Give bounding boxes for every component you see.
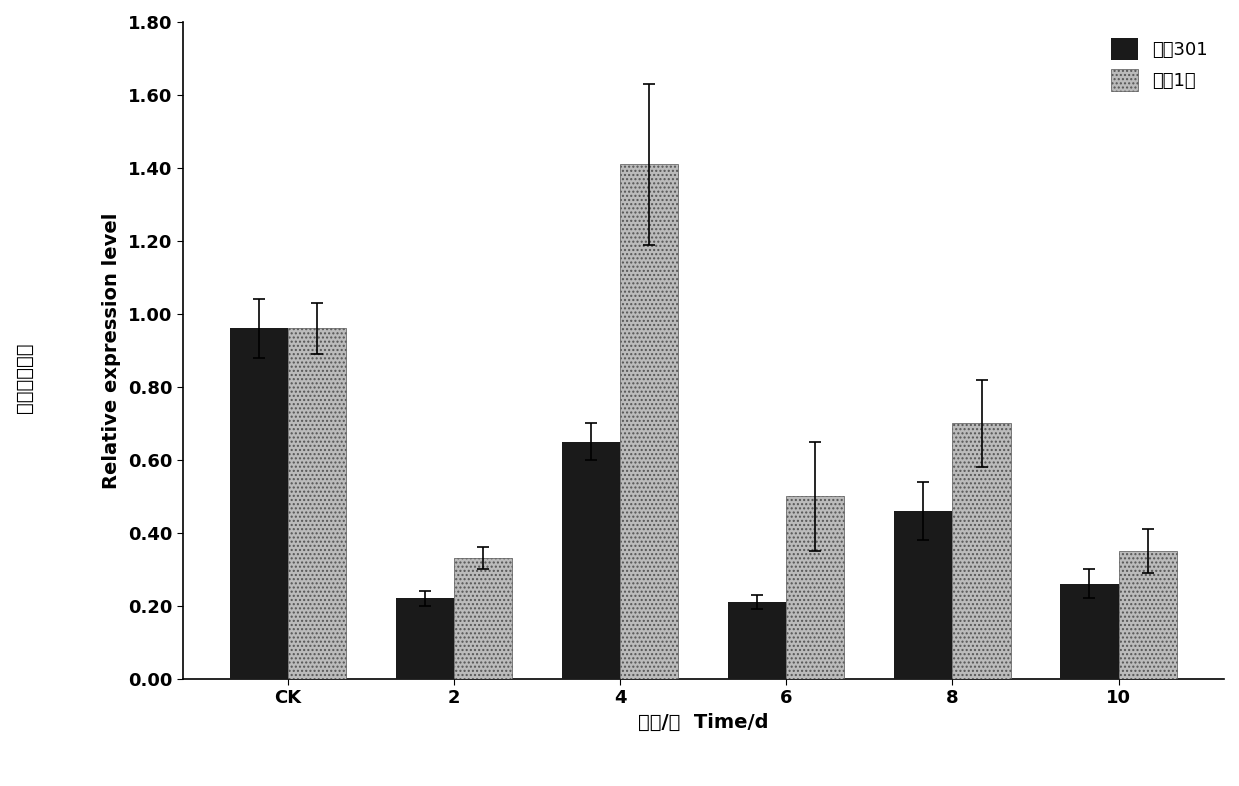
Bar (230, 329, 287, 679)
Bar (1119, 551, 1177, 679)
Bar (953, 424, 1011, 679)
Bar (895, 511, 953, 679)
X-axis label: 时间/天  Time/d: 时间/天 Time/d (638, 713, 768, 732)
Legend: 浙杂301, 金棚1号: 浙杂301, 金棚1号 (1104, 31, 1215, 98)
Bar (563, 442, 621, 679)
Bar (396, 598, 455, 679)
Bar (621, 164, 679, 679)
Bar (787, 496, 845, 679)
Y-axis label: Relative expression level: Relative expression level (102, 212, 120, 489)
Bar (287, 329, 346, 679)
Bar (729, 602, 787, 679)
Text: 相对表达水平: 相对表达水平 (15, 342, 35, 413)
Bar (1061, 584, 1119, 679)
Bar (455, 558, 512, 679)
